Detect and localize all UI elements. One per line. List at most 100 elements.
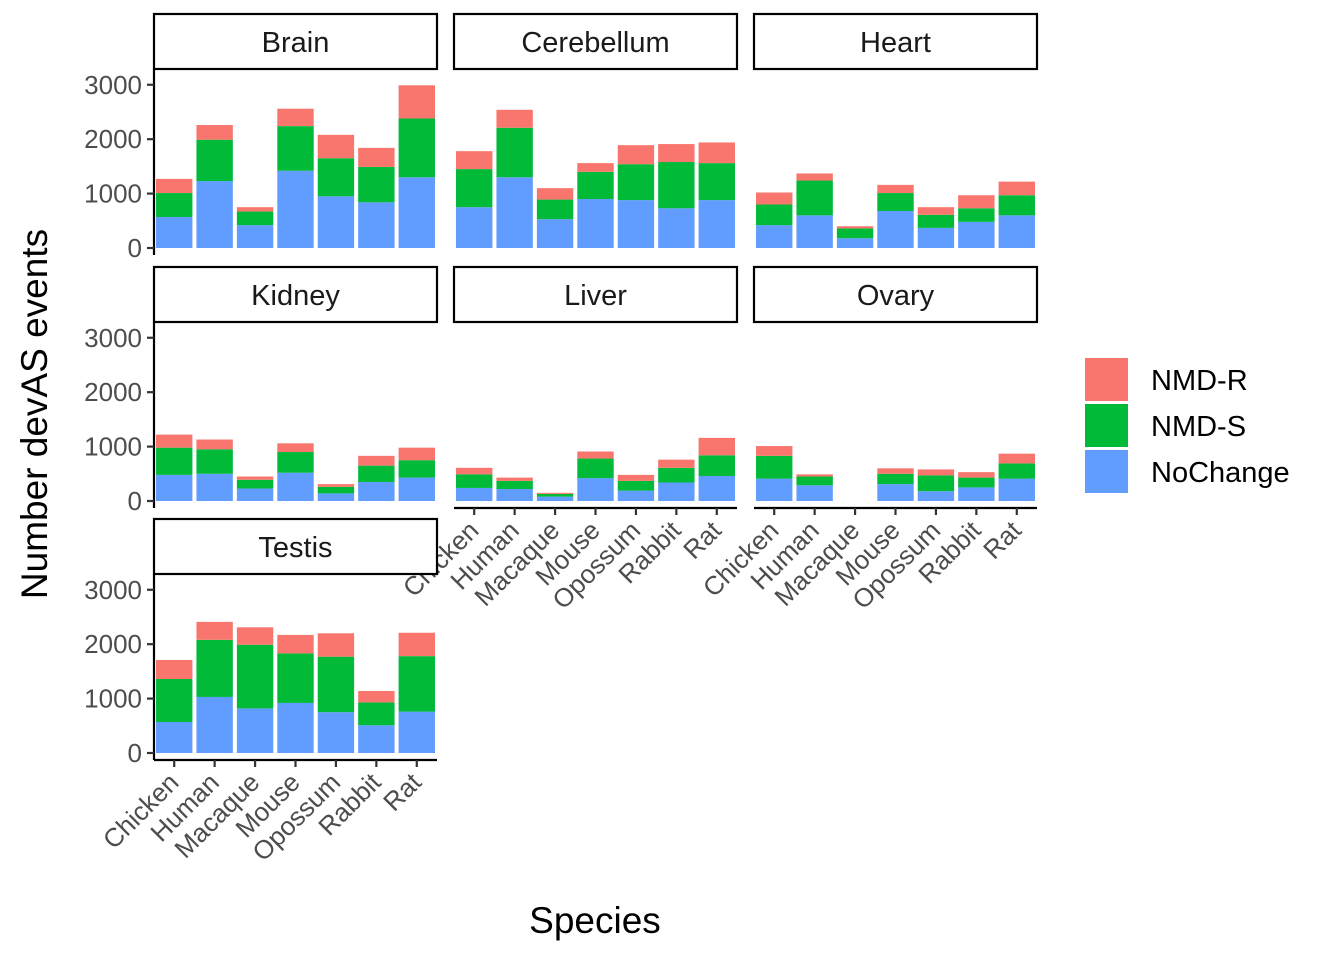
bar-nmd-r-mouse: [277, 443, 314, 453]
bar-nmd-s-opossum: [917, 214, 955, 228]
facet-strip: [452, 265, 739, 324]
y-axis-title: Number devAS events: [14, 229, 55, 599]
bar-nmd-r-mouse: [577, 451, 614, 459]
bar-nmd-r-rat: [998, 181, 1035, 196]
bar-nochange-opossum: [917, 227, 955, 248]
bar-nmd-s-rat: [698, 163, 735, 201]
bar-nmd-r-opossum: [617, 474, 655, 481]
bar-nochange-chicken: [456, 487, 493, 501]
bar-nmd-r-human: [496, 477, 533, 481]
bar-nochange-mouse: [277, 472, 314, 501]
bar-nmd-s-mouse: [577, 458, 614, 479]
bar-nochange-human: [496, 489, 533, 501]
bar-nmd-r-rat: [398, 632, 435, 657]
panel-cerebellum: Cerebellum: [452, 12, 739, 248]
bar-nochange-macaque: [236, 708, 274, 753]
bar-nmd-r-rat: [998, 453, 1035, 464]
facet-strip: [752, 265, 1039, 324]
bar-nmd-r-rabbit: [958, 195, 995, 209]
bar-nochange-rabbit: [358, 481, 395, 501]
legend-swatch-nmd-r: [1085, 358, 1128, 401]
bar-nmd-s-macaque: [236, 644, 274, 709]
bar-nmd-r-mouse: [877, 184, 914, 194]
legend-label-nmd-s: NMD-S: [1151, 411, 1246, 443]
panel-ovary: OvaryChickenHumanMacaqueMouseOpossumRabb…: [697, 265, 1039, 615]
bar-nmd-s-mouse: [877, 193, 914, 211]
bar-nmd-s-chicken: [456, 169, 493, 208]
facet-strip-label: Ovary: [857, 280, 935, 312]
bar-nmd-r-mouse: [577, 163, 614, 172]
bar-nmd-r-macaque: [236, 207, 274, 212]
bar-nmd-s-macaque: [236, 479, 274, 489]
bar-nmd-s-rabbit: [658, 467, 695, 483]
facet-strip-label: Cerebellum: [521, 27, 669, 59]
facet-strip-label: Brain: [262, 27, 330, 59]
legend-label-nmd-r: NMD-R: [1151, 365, 1248, 397]
bar-nmd-r-human: [196, 621, 233, 640]
bar-nochange-rat: [398, 477, 435, 501]
bar-nmd-r-mouse: [877, 468, 914, 474]
y-tick-label: 0: [128, 486, 142, 516]
bar-nmd-s-rabbit: [958, 477, 995, 488]
bar-nmd-s-opossum: [617, 164, 655, 201]
bar-nmd-s-rat: [998, 195, 1035, 216]
bar-nmd-s-rabbit: [358, 166, 395, 203]
y-tick-label: 0: [128, 738, 142, 768]
bar-nmd-s-macaque: [236, 211, 274, 226]
facet-strip: [152, 12, 439, 71]
bar-nmd-r-rat: [398, 85, 435, 119]
bar-nochange-human: [496, 177, 533, 248]
bar-nmd-r-rabbit: [358, 455, 395, 466]
bar-nochange-macaque: [236, 225, 274, 248]
bar-nmd-s-chicken: [156, 447, 193, 475]
bar-nmd-r-macaque: [236, 476, 274, 480]
bar-nmd-s-human: [796, 180, 833, 216]
bar-nmd-r-chicken: [156, 434, 193, 448]
bar-nmd-s-chicken: [756, 455, 793, 479]
bar-nmd-s-rat: [398, 118, 435, 178]
bar-nmd-s-human: [496, 480, 533, 490]
bar-nochange-chicken: [156, 216, 193, 248]
bar-nmd-s-rabbit: [358, 465, 395, 482]
bar-nmd-s-mouse: [577, 171, 614, 200]
y-tick-label: 0: [128, 233, 142, 263]
bar-nochange-rabbit: [658, 208, 695, 248]
bar-nochange-rat: [698, 475, 735, 501]
bar-nmd-s-opossum: [617, 480, 655, 491]
bar-nmd-s-rabbit: [358, 702, 395, 726]
bar-nmd-r-rat: [398, 447, 435, 461]
bar-nmd-s-opossum: [317, 656, 355, 713]
facet-strip-label: Kidney: [251, 280, 340, 312]
bar-nochange-chicken: [456, 207, 493, 248]
facet-strip-label: Heart: [860, 27, 931, 59]
bar-nmd-s-human: [196, 639, 233, 697]
bar-nmd-r-opossum: [617, 145, 655, 165]
bar-nochange-mouse: [877, 211, 914, 248]
bar-nochange-human: [196, 181, 233, 248]
bar-nmd-s-mouse: [877, 473, 914, 485]
bar-nochange-rabbit: [358, 202, 395, 248]
bar-nmd-r-rabbit: [358, 690, 395, 703]
bar-nmd-r-human: [196, 439, 233, 450]
facet-panels: Brain 0 1000 2000 3000 Cerebellum Heart Kidney 0…: [84, 12, 1039, 867]
bar-nmd-s-human: [496, 127, 533, 178]
bar-nmd-r-opossum: [917, 469, 955, 476]
bar-nochange-mouse: [577, 478, 614, 501]
bar-nochange-macaque: [236, 488, 274, 501]
bar-nmd-s-chicken: [456, 474, 493, 488]
bar-nmd-r-rabbit: [658, 144, 695, 163]
panel-kidney: Kidney 0 1000 2000 3000: [84, 265, 439, 516]
bar-nochange-macaque: [536, 219, 574, 248]
bar-nochange-chicken: [756, 478, 793, 501]
bar-nochange-mouse: [277, 702, 314, 753]
y-tick-label: 1000: [84, 684, 142, 714]
bar-nmd-s-human: [796, 476, 833, 486]
bar-nmd-r-human: [796, 173, 833, 181]
facet-strip-label: Testis: [258, 532, 332, 564]
facet-strip: [152, 265, 439, 324]
bar-nmd-r-macaque: [536, 188, 574, 200]
bar-nochange-opossum: [917, 491, 955, 501]
panel-testis: Testis0100020003000ChickenHumanMacaqueMo…: [84, 517, 439, 867]
bar-nmd-s-rat: [398, 460, 435, 478]
bar-nochange-human: [796, 215, 833, 248]
